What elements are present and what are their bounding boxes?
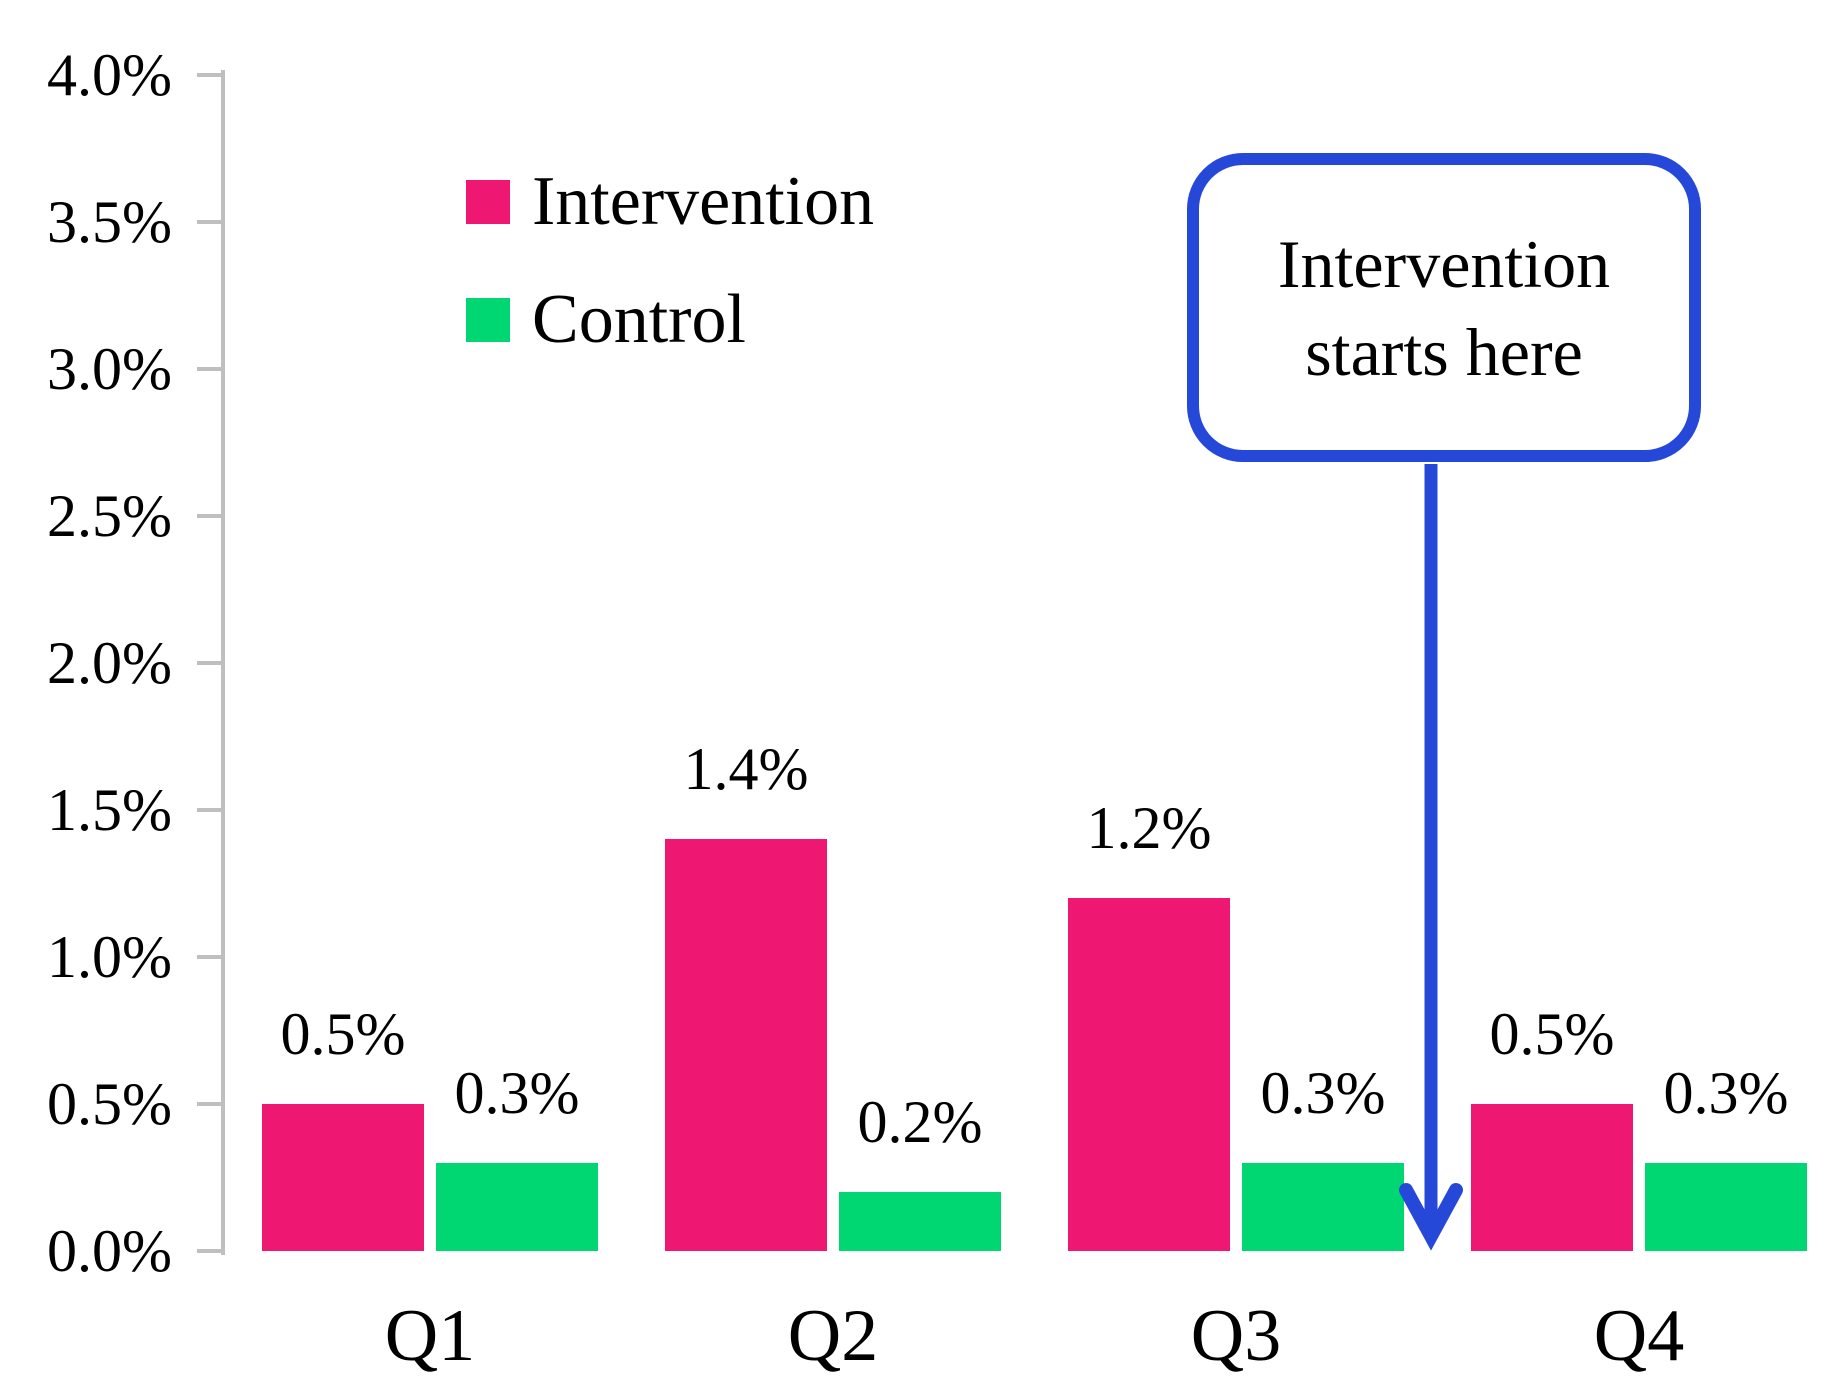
- annotation-callout: Intervention starts here: [1187, 153, 1701, 462]
- bar-intervention-q2: [665, 839, 827, 1251]
- y-tick-label-0.5%: 0.5%: [47, 1071, 172, 1137]
- y-axis-tick: [197, 661, 225, 665]
- bar-intervention-q1: [262, 1104, 424, 1251]
- y-axis-tick: [197, 367, 225, 371]
- y-axis-tick: [197, 808, 225, 812]
- bar-value-label-intervention-q1: 0.5%: [280, 1001, 406, 1067]
- bar-control-q3: [1242, 1163, 1404, 1251]
- x-axis-label-q1: Q1: [384, 1295, 476, 1377]
- intervention-swatch-icon: [466, 180, 510, 224]
- annotation-text-line2: starts here: [1305, 313, 1583, 390]
- y-tick-label-1.5%: 1.5%: [47, 777, 172, 843]
- bar-value-label-control-q1: 0.3%: [454, 1060, 580, 1126]
- y-axis-tick: [197, 220, 225, 224]
- bar-value-label-intervention-q2: 1.4%: [683, 736, 809, 802]
- x-axis-label-q2: Q2: [787, 1295, 879, 1377]
- legend-item-control: Control: [466, 280, 746, 360]
- bar-intervention-q3: [1068, 898, 1230, 1251]
- bar-value-label-control-q4: 0.3%: [1663, 1060, 1789, 1126]
- y-axis-tick: [197, 514, 225, 518]
- x-axis-label-q4: Q4: [1593, 1295, 1685, 1377]
- legend-label-control: Control: [532, 281, 746, 358]
- y-tick-label-2.0%: 2.0%: [47, 630, 172, 696]
- bar-value-label-control-q2: 0.2%: [857, 1089, 983, 1155]
- bar-value-label-intervention-q4: 0.5%: [1489, 1001, 1615, 1067]
- y-tick-label-1.0%: 1.0%: [47, 924, 172, 990]
- bar-control-q2: [839, 1192, 1001, 1251]
- control-swatch-icon: [466, 298, 510, 342]
- bar-value-label-control-q3: 0.3%: [1260, 1060, 1386, 1126]
- y-axis-tick: [197, 1249, 225, 1253]
- y-tick-label-3.0%: 3.0%: [47, 336, 172, 402]
- y-axis-tick: [197, 73, 225, 77]
- y-axis-tick: [197, 955, 225, 959]
- x-axis-label-q3: Q3: [1190, 1295, 1282, 1377]
- y-axis-tick: [197, 1102, 225, 1106]
- bar-control-q1: [436, 1163, 598, 1251]
- legend-label-intervention: Intervention: [532, 163, 875, 240]
- bar-value-label-intervention-q3: 1.2%: [1086, 795, 1212, 861]
- y-tick-label-3.5%: 3.5%: [47, 189, 172, 255]
- y-tick-label-0.0%: 0.0%: [47, 1218, 172, 1284]
- bar-control-q4: [1645, 1163, 1807, 1251]
- bar-intervention-q4: [1471, 1104, 1633, 1251]
- annotation-text-line1: Intervention: [1277, 225, 1611, 302]
- legend-item-intervention: Intervention: [466, 162, 874, 242]
- arrow-head-icon: [1399, 1183, 1463, 1251]
- y-tick-label-2.5%: 2.5%: [47, 483, 172, 549]
- y-tick-label-4.0%: 4.0%: [47, 42, 172, 108]
